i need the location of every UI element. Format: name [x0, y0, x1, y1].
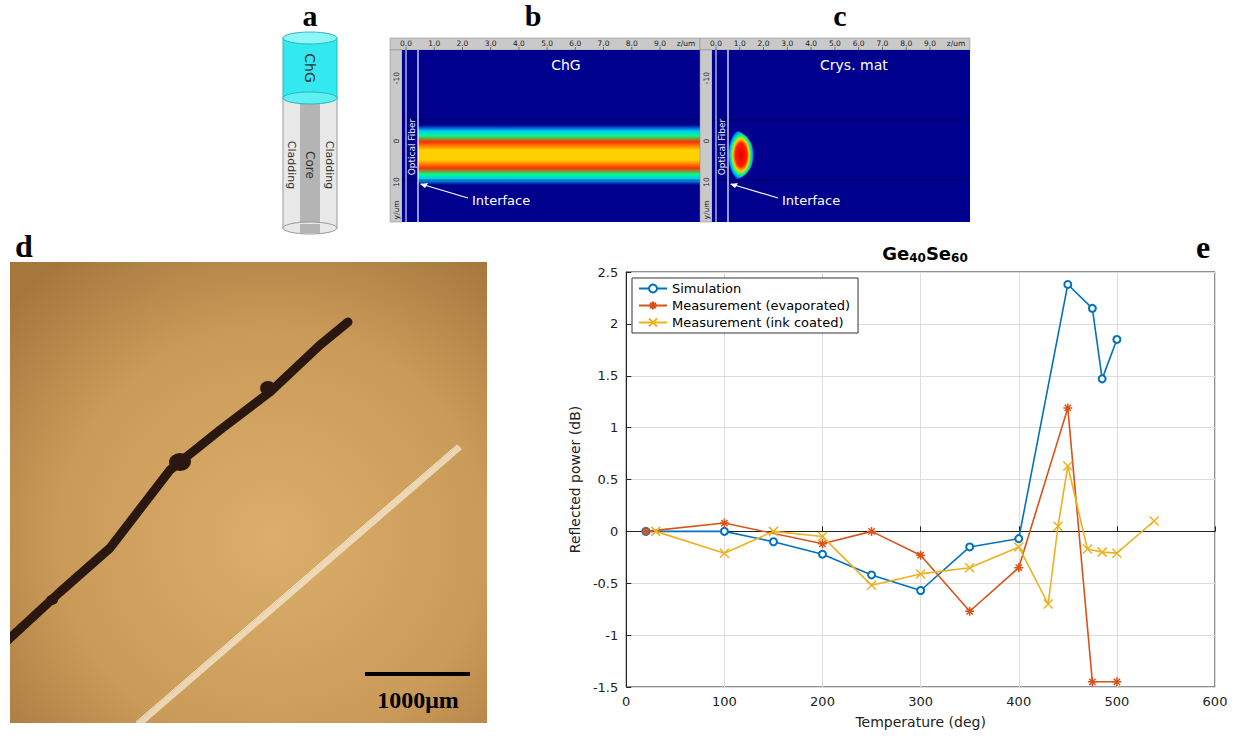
- svg-text:4.0: 4.0: [513, 39, 525, 48]
- svg-text:Core: Core: [303, 151, 317, 179]
- svg-text:10: 10: [392, 177, 401, 187]
- svg-text:6.0: 6.0: [853, 39, 865, 48]
- svg-text:40: 40: [909, 251, 926, 265]
- svg-text:z/um: z/um: [677, 39, 696, 48]
- svg-text:7.0: 7.0: [876, 39, 888, 48]
- svg-text:-10: -10: [702, 72, 711, 84]
- svg-text:Optical Fiber: Optical Fiber: [717, 118, 727, 175]
- svg-text:Cladding: Cladding: [285, 141, 298, 189]
- svg-text:1.0: 1.0: [734, 39, 746, 48]
- svg-text:Simulation: Simulation: [672, 281, 741, 296]
- svg-text:a: a: [303, 0, 318, 32]
- svg-text:Temperature (deg): Temperature (deg): [854, 714, 985, 730]
- svg-text:1: 1: [610, 420, 618, 435]
- svg-text:500: 500: [1104, 694, 1129, 709]
- svg-text:60: 60: [951, 251, 968, 265]
- svg-text:6.0: 6.0: [569, 39, 581, 48]
- svg-text:-0.5: -0.5: [593, 576, 618, 591]
- svg-text:1000μm: 1000μm: [377, 687, 459, 713]
- svg-text:Se: Se: [926, 243, 951, 264]
- svg-text:e: e: [1196, 229, 1210, 265]
- svg-text:Ge: Ge: [882, 243, 909, 264]
- svg-text:-10: -10: [392, 72, 401, 84]
- svg-text:y/um: y/um: [702, 200, 711, 219]
- svg-text:100: 100: [712, 694, 737, 709]
- svg-text:1.5: 1.5: [598, 368, 619, 383]
- svg-text:5.0: 5.0: [829, 39, 841, 48]
- svg-text:3.0: 3.0: [781, 39, 793, 48]
- svg-text:Optical Fiber: Optical Fiber: [407, 118, 417, 175]
- svg-text:Measurement (ink coated): Measurement (ink coated): [672, 315, 843, 330]
- svg-text:Interface: Interface: [782, 193, 840, 208]
- svg-text:0.0: 0.0: [400, 39, 412, 48]
- svg-text:-1: -1: [605, 628, 618, 643]
- svg-text:2: 2: [610, 316, 618, 331]
- svg-text:4.0: 4.0: [805, 39, 817, 48]
- svg-text:2.5: 2.5: [598, 265, 619, 280]
- svg-text:Cladding: Cladding: [323, 141, 336, 189]
- svg-text:ChG: ChG: [551, 57, 581, 73]
- svg-text:2.0: 2.0: [758, 39, 770, 48]
- svg-text:Measurement (evaporated): Measurement (evaporated): [672, 298, 850, 313]
- svg-text:Crys. mat: Crys. mat: [820, 57, 888, 73]
- svg-text:200: 200: [810, 694, 835, 709]
- svg-text:0.0: 0.0: [710, 39, 722, 48]
- svg-text:0: 0: [622, 694, 630, 709]
- svg-text:7.0: 7.0: [598, 39, 610, 48]
- svg-text:8.0: 8.0: [626, 39, 638, 48]
- svg-text:z/um: z/um: [947, 39, 966, 48]
- svg-text:300: 300: [908, 694, 933, 709]
- svg-text:ChG: ChG: [302, 53, 318, 83]
- svg-text:3.0: 3.0: [485, 39, 497, 48]
- svg-text:10: 10: [702, 177, 711, 187]
- svg-text:9.0: 9.0: [924, 39, 936, 48]
- svg-text:y/um: y/um: [392, 200, 401, 219]
- svg-text:600: 600: [1203, 694, 1228, 709]
- svg-text:400: 400: [1006, 694, 1031, 709]
- svg-text:b: b: [525, 0, 542, 32]
- svg-text:0: 0: [702, 138, 711, 143]
- svg-text:0: 0: [610, 524, 618, 539]
- svg-text:-1.5: -1.5: [593, 680, 618, 695]
- svg-text:1.0: 1.0: [428, 39, 440, 48]
- svg-text:5.0: 5.0: [541, 39, 553, 48]
- svg-text:0.5: 0.5: [598, 472, 619, 487]
- svg-text:d: d: [15, 228, 33, 264]
- svg-text:0: 0: [392, 138, 401, 143]
- svg-text:9.0: 9.0: [654, 39, 666, 48]
- svg-text:c: c: [833, 0, 846, 32]
- svg-text:Reflected power (dB): Reflected power (dB): [567, 406, 583, 553]
- svg-text:2.0: 2.0: [456, 39, 468, 48]
- svg-text:8.0: 8.0: [900, 39, 912, 48]
- svg-text:Interface: Interface: [472, 193, 530, 208]
